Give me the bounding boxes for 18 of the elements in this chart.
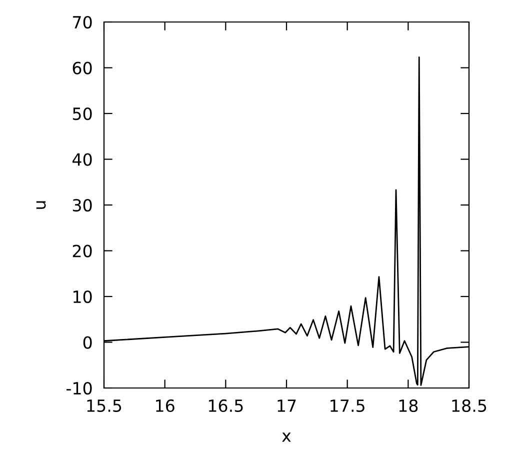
x-tick-label: 18	[399, 399, 418, 412]
x-axis-title: x	[282, 432, 291, 442]
y-tick-label: 20	[72, 244, 92, 258]
x-tick-label: 17.5	[330, 400, 364, 412]
y-tick-label: 40	[72, 153, 92, 166]
x-tick-label: 18.5	[452, 399, 486, 412]
y-tick-label: 50	[72, 107, 92, 120]
y-axis-title: u	[36, 201, 46, 209]
y-tick-label: 10	[74, 290, 92, 304]
x-tick-label: 16	[156, 399, 174, 412]
x-tick-label: 16.5	[208, 399, 243, 412]
y-tick-label: 70	[73, 16, 92, 29]
x-tick-label: 15.5	[87, 400, 122, 412]
y-tick-label: -10	[66, 382, 92, 395]
y-tick-label: 60	[72, 62, 92, 74]
y-tick-label: 30	[72, 198, 92, 212]
x-tick-label: 17	[278, 400, 296, 412]
y-tick-label: 0	[83, 336, 92, 349]
